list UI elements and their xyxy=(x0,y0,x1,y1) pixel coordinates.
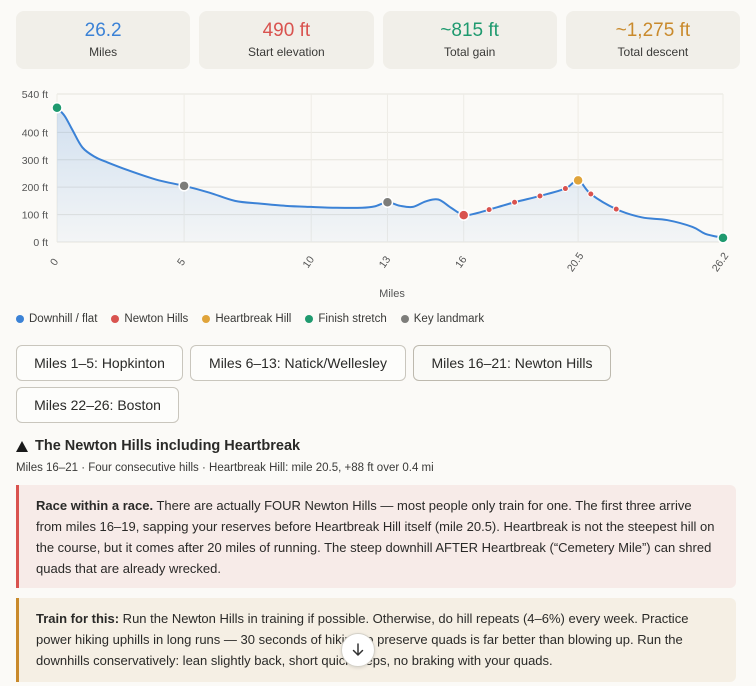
tab-hopkinton[interactable]: Miles 1–5: Hopkinton xyxy=(16,345,183,381)
stat-value: ~1,275 ft xyxy=(615,20,691,41)
section-subtitle: Miles 16–21 · Four consecutive hills · H… xyxy=(16,462,434,474)
tab-newton-hills[interactable]: Miles 16–21: Newton Hills xyxy=(413,345,611,381)
marker-finish xyxy=(717,232,729,244)
x-tick-label: 20.5 xyxy=(565,250,587,274)
y-tick-label: 200 ft xyxy=(22,182,48,194)
legend-swatch xyxy=(400,315,409,323)
stat-label: Start elevation xyxy=(248,45,325,59)
marker-heartbreak xyxy=(572,174,584,187)
marker-newton-small xyxy=(561,185,569,193)
race-callout: Race within a race. There are actually F… xyxy=(16,485,736,588)
x-tick-label: 10 xyxy=(300,254,317,271)
section-title-text: The Newton Hills including Heartbreak xyxy=(35,438,301,454)
x-tick-label: 0 xyxy=(48,256,61,268)
race-callout-lead: Race within a race. xyxy=(36,498,154,513)
marker-finish xyxy=(51,101,63,114)
stat-value: 26.2 xyxy=(84,20,122,41)
train-callout-lead: Train for this: xyxy=(36,611,120,626)
elevation-area xyxy=(57,107,723,242)
tab-natick-wellesley[interactable]: Miles 6–13: Natick/Wellesley xyxy=(190,345,406,381)
x-tick-label: 16 xyxy=(453,254,470,271)
marker-newton-small xyxy=(511,198,519,206)
triangle-icon xyxy=(16,440,28,452)
y-tick-label: 540 ft xyxy=(22,89,48,101)
marker-newton-small xyxy=(536,192,544,200)
legend-item-downhill: Downhill / flat xyxy=(16,313,97,325)
race-callout-text: There are actually FOUR Newton Hills — m… xyxy=(36,498,715,576)
legend-swatch xyxy=(202,315,211,323)
stat-value: ~815 ft xyxy=(440,20,499,41)
legend-item-landmark: Key landmark xyxy=(400,313,485,325)
legend-item-finish: Finish stretch xyxy=(305,313,387,325)
stat-value: 490 ft xyxy=(262,20,311,41)
legend-item-newton: Newton Hills xyxy=(111,313,188,325)
marker-landmark xyxy=(178,180,190,192)
elevation-chart: 0 ft 100 ft 200 ft 300 ft 400 ft 540 ft 0 5 10 13… xyxy=(22,89,732,300)
stat-card-start-elevation: 490 ft Start elevation xyxy=(199,11,374,69)
legend-label: Key landmark xyxy=(413,313,485,325)
marker-newton-small xyxy=(485,206,493,214)
scroll-down-button[interactable] xyxy=(341,633,375,667)
stat-label: Total descent xyxy=(617,45,689,59)
y-tick-label: 0 ft xyxy=(33,237,48,249)
y-tick-label: 400 ft xyxy=(22,127,48,139)
marker-newton-small xyxy=(587,190,595,198)
stats-row: 26.2 Miles 490 ft Start elevation ~815 f… xyxy=(16,11,740,69)
stat-card-miles: 26.2 Miles xyxy=(16,11,191,69)
stat-label: Miles xyxy=(89,45,118,59)
legend-item-heartbreak: Heartbreak Hill xyxy=(202,313,291,325)
x-tick-label: 26.2 xyxy=(710,250,732,274)
stat-label: Total gain xyxy=(443,45,496,59)
arrow-down-icon xyxy=(352,643,364,656)
marker-landmark xyxy=(381,196,394,209)
legend-label: Heartbreak Hill xyxy=(215,313,292,325)
legend-label: Newton Hills xyxy=(124,313,189,325)
legend-swatch xyxy=(111,315,120,323)
legend-label: Finish stretch xyxy=(318,313,387,325)
x-tick-label: 13 xyxy=(377,254,394,271)
x-tick-label: 5 xyxy=(175,256,188,268)
legend-label: Downhill / flat xyxy=(29,313,98,325)
tab-boston[interactable]: Miles 22–26: Boston xyxy=(16,387,179,423)
legend-swatch xyxy=(305,315,314,323)
marker-newton xyxy=(457,209,470,221)
x-axis-label: Miles xyxy=(379,288,405,300)
chart-legend: Downhill / flat Newton Hills Heartbreak … xyxy=(16,313,484,325)
stat-card-total-descent: ~1,275 ft Total descent xyxy=(565,11,740,69)
stat-card-total-gain: ~815 ft Total gain xyxy=(382,11,557,69)
legend-swatch xyxy=(16,315,24,323)
marker-newton-small xyxy=(612,205,620,213)
y-tick-label: 100 ft xyxy=(22,210,48,222)
y-tick-label: 300 ft xyxy=(22,155,48,167)
train-callout: Train for this: Run the Newton Hills in … xyxy=(16,598,736,682)
section-title: The Newton Hills including Heartbreak xyxy=(16,438,300,454)
